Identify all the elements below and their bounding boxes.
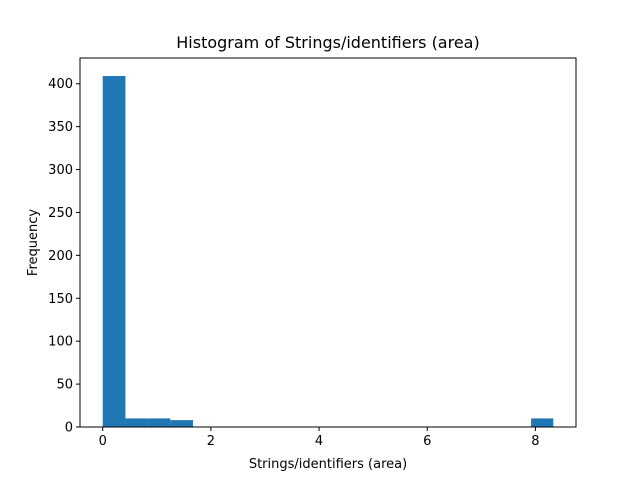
y-tick-label-2: 100 — [48, 335, 73, 350]
x-axis-label: Strings/identifiers (area) — [249, 457, 407, 472]
plot-frame — [79, 57, 577, 428]
x-tick-label-0: 0 — [99, 434, 107, 449]
histogram-bar-2 — [147, 418, 171, 427]
x-tick-label-4: 8 — [531, 434, 539, 449]
histogram-bar-1 — [125, 418, 148, 427]
y-tick-label-3: 150 — [48, 292, 73, 307]
x-tick-label-2: 4 — [315, 434, 323, 449]
y-tick-label-5: 250 — [48, 206, 73, 221]
y-tick-label-7: 350 — [48, 120, 73, 135]
x-axis-ticks: 0 2 4 6 8 — [99, 427, 540, 449]
y-axis-ticks: 0 50 100 150 200 250 300 350 400 — [48, 77, 80, 436]
y-tick-label-1: 50 — [56, 378, 73, 393]
y-tick-label-8: 400 — [48, 77, 73, 92]
bars-group — [102, 76, 554, 427]
chart-title: Histogram of Strings/identifiers (area) — [176, 33, 479, 52]
y-tick-label-4: 200 — [48, 249, 73, 264]
y-tick-label-0: 0 — [65, 421, 73, 436]
y-tick-label-6: 300 — [48, 163, 73, 178]
histogram-bar-0 — [102, 76, 126, 427]
x-tick-label-1: 2 — [207, 434, 215, 449]
histogram-bar-4 — [531, 418, 554, 427]
x-tick-label-3: 6 — [423, 434, 431, 449]
histogram-bar-3 — [170, 420, 194, 427]
y-axis-label: Frequency — [26, 209, 41, 276]
